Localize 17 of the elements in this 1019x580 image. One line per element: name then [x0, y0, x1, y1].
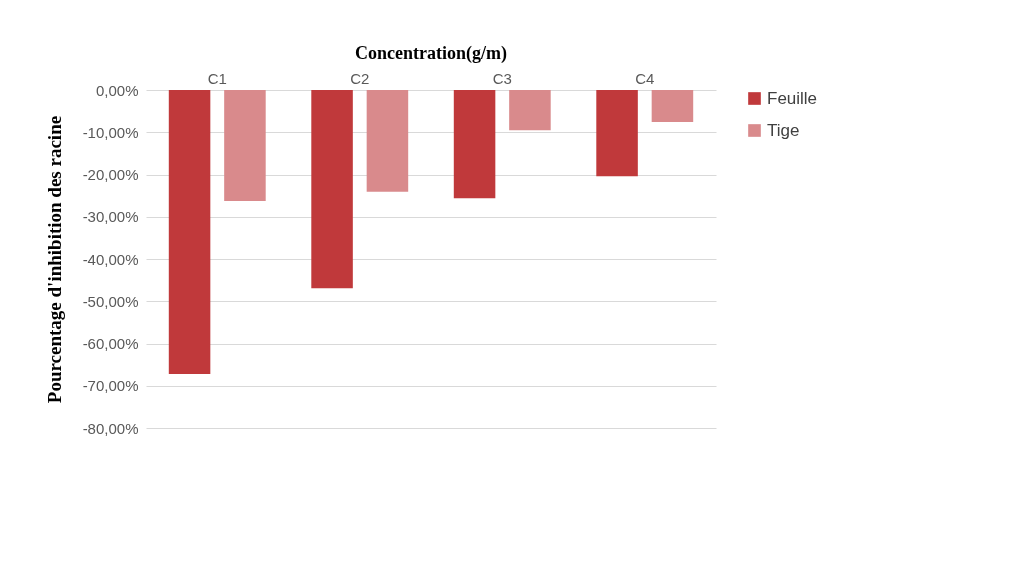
x-tick-label: C2	[350, 69, 370, 87]
y-tick-label: 0,00%	[95, 81, 139, 99]
legend-label: Feuille	[767, 88, 818, 108]
x-tick-label: C4	[635, 69, 655, 87]
chart-title: Concentration(g/m)	[355, 43, 507, 64]
y-tick-label: -60,00%	[82, 335, 139, 352]
y-tick-label: -30,00%	[82, 208, 139, 226]
y-tick-label: -40,00%	[82, 250, 139, 268]
x-tick-label: C3	[492, 69, 512, 87]
y-tick-label: -50,00%	[82, 292, 139, 310]
y-tick-label: -70,00%	[82, 377, 139, 395]
y-tick-label: -10,00%	[82, 123, 139, 141]
legend-label: Tige	[767, 120, 800, 140]
y-tick-label: -80,00%	[82, 419, 139, 437]
y-tick-label: -20,00%	[82, 166, 139, 183]
x-tick-label: C1	[207, 69, 227, 87]
y-axis-title: Pourcentage d'inhibition des racine	[43, 115, 65, 404]
